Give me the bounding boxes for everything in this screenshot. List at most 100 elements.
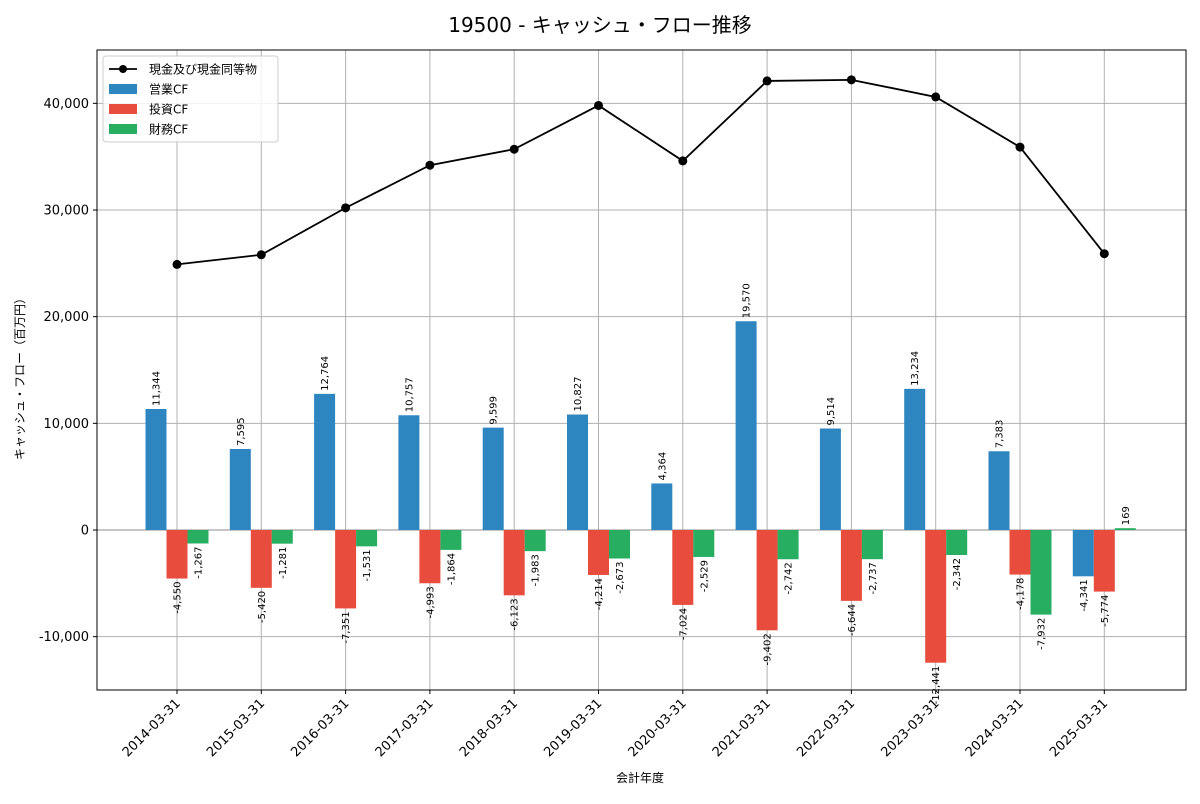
y-tick-label: 20,000 xyxy=(44,310,90,325)
bar-value-label: -1,281 xyxy=(278,547,289,579)
bar-1 xyxy=(1072,530,1094,577)
bar-1 xyxy=(651,483,673,530)
bar-value-label: -5,774 xyxy=(1100,595,1111,627)
cash-balance-line xyxy=(176,78,1106,266)
bar-2 xyxy=(335,530,357,609)
cash-balance-point xyxy=(256,250,266,260)
bar-1 xyxy=(567,414,588,530)
legend-bar-swatch xyxy=(109,104,137,114)
bar-value-label: 12,764 xyxy=(320,356,331,391)
y-tick-label: 30,000 xyxy=(44,204,90,219)
cash-balance-point xyxy=(1099,249,1109,259)
bar-2 xyxy=(1093,530,1115,592)
bar-value-label: 13,234 xyxy=(910,351,921,386)
y-tick-label: 0 xyxy=(81,524,89,539)
bar-2 xyxy=(588,530,609,575)
bar-value-label: -1,267 xyxy=(194,547,205,579)
cash-balance-point xyxy=(678,156,688,166)
bar-value-label: 4,364 xyxy=(657,452,668,481)
bar-value-label: 19,570 xyxy=(742,283,753,318)
bar-value-label: -12,441 xyxy=(931,666,942,705)
legend-box xyxy=(102,55,279,143)
plot-frame xyxy=(96,49,1187,691)
bar-3 xyxy=(187,530,209,544)
bar-2 xyxy=(925,530,947,663)
bar-3 xyxy=(946,530,968,555)
bar-3 xyxy=(693,530,715,557)
bar-3 xyxy=(440,530,462,550)
bar-1 xyxy=(229,448,251,530)
bar-value-label: -1,864 xyxy=(446,553,457,585)
cash-balance-point xyxy=(1015,142,1025,152)
bar-2 xyxy=(166,530,188,579)
line-layer xyxy=(172,75,1109,269)
bar-value-label: -4,550 xyxy=(173,582,184,614)
bar-value-label: -9,402 xyxy=(763,633,774,665)
bar-1 xyxy=(988,451,1010,530)
y-tick-label: -10,000 xyxy=(39,630,89,645)
bar-value-label: -2,673 xyxy=(615,562,626,594)
cash-balance-point xyxy=(172,259,182,269)
bar-value-label: -5,420 xyxy=(257,591,268,623)
cash-balance-point xyxy=(762,76,772,86)
bar-value-label: -2,737 xyxy=(868,562,879,594)
legend-entry-label: 営業CF xyxy=(149,83,188,97)
cash-balance-point xyxy=(594,100,603,110)
bar-value-label: -4,178 xyxy=(1016,578,1027,610)
bar-value-label: 9,514 xyxy=(826,397,837,426)
bar-value-label: 11,344 xyxy=(152,371,163,406)
bar-1 xyxy=(735,321,757,530)
y-tick-label: 40,000 xyxy=(44,97,90,112)
bar-value-label: 10,757 xyxy=(404,377,415,412)
legend-entry-label: 現金及び現金同等物 xyxy=(149,62,257,77)
cash-balance-point xyxy=(425,160,435,170)
legend-bar-swatch xyxy=(109,84,137,94)
bar-3 xyxy=(356,530,378,547)
bar-value-label: -7,351 xyxy=(341,611,352,643)
legend-bar-swatch xyxy=(109,124,137,134)
chart-title: 19500 - キャッシュ・フロー推移 xyxy=(448,13,752,37)
bar-3 xyxy=(271,530,293,544)
bar-3 xyxy=(777,530,799,560)
bar-value-label: -2,742 xyxy=(784,562,795,594)
bar-value-label: -6,123 xyxy=(510,598,521,630)
bar-2 xyxy=(1009,530,1031,575)
bar-label-layer: 11,344 7,595 12,764 10,757 9,599 10,827 4,364 1… xyxy=(152,283,1132,704)
bar-3 xyxy=(524,530,546,552)
bar-1 xyxy=(314,393,336,530)
bar-value-label: -1,531 xyxy=(362,549,373,581)
legend-entry-label: 投資CF xyxy=(149,102,188,117)
y-axis-label: キャッシュ・フロー（百万円） xyxy=(13,292,27,460)
bar-3 xyxy=(1114,528,1136,530)
bar-layer xyxy=(145,321,1136,663)
legend-marker xyxy=(119,65,127,73)
bar-value-label: 9,599 xyxy=(489,396,500,425)
bar-value-label: -7,932 xyxy=(1037,618,1048,650)
cash-balance-point xyxy=(341,203,351,213)
bar-3 xyxy=(861,530,883,560)
cash-balance-point xyxy=(846,75,856,85)
x-axis-label: 会計年度 xyxy=(616,770,664,785)
legend-entry-label: 財務CF xyxy=(149,122,188,137)
bar-value-label: -1,983 xyxy=(531,554,542,586)
bar-value-label: -6,644 xyxy=(847,604,858,636)
bar-2 xyxy=(672,530,694,605)
bar-value-label: -4,993 xyxy=(425,586,436,618)
bar-value-label: -2,342 xyxy=(952,558,963,590)
bar-2 xyxy=(840,530,862,601)
bar-value-label: 7,383 xyxy=(995,420,1006,449)
bar-2 xyxy=(503,530,525,596)
bar-1 xyxy=(904,388,926,530)
bar-value-label: -4,214 xyxy=(594,578,605,610)
bar-1 xyxy=(145,408,167,530)
bar-1 xyxy=(398,415,420,530)
bar-2 xyxy=(756,530,778,631)
bar-value-label: -4,341 xyxy=(1079,579,1090,611)
bar-1 xyxy=(819,428,841,530)
y-tick-label: 10,000 xyxy=(44,417,90,432)
bar-2 xyxy=(419,530,441,584)
bar-2 xyxy=(250,530,272,588)
